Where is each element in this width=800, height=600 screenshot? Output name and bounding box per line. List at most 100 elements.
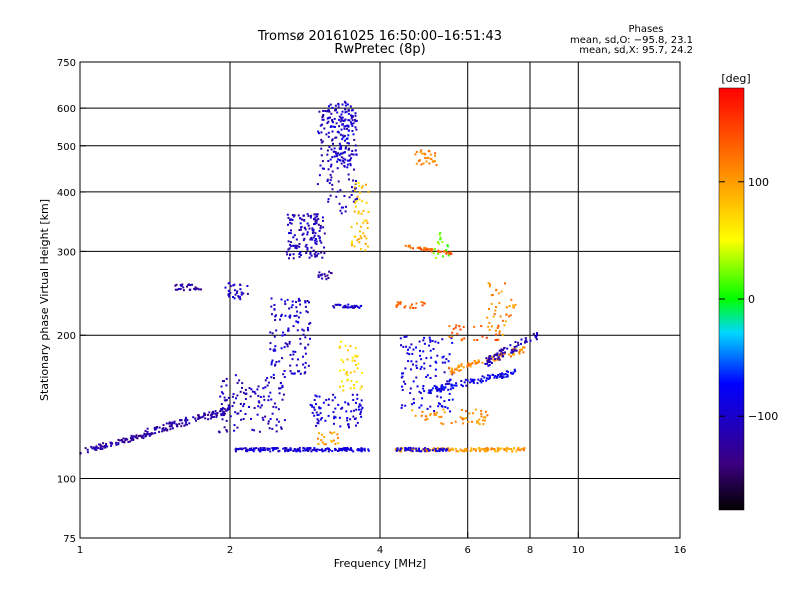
data-point: [273, 447, 276, 449]
data-point: [458, 325, 461, 328]
data-point: [233, 429, 236, 432]
data-point: [410, 360, 413, 363]
data-point: [420, 404, 423, 407]
data-point: [407, 348, 409, 351]
data-point: [101, 445, 104, 448]
data-point: [257, 405, 260, 408]
data-point: [223, 380, 225, 383]
data-point: [146, 427, 149, 430]
data-point: [434, 160, 436, 163]
data-point: [513, 348, 516, 351]
data-point: [122, 437, 125, 440]
data-point: [353, 306, 356, 309]
data-point: [321, 167, 324, 170]
data-point: [338, 449, 341, 452]
data-point: [353, 138, 356, 141]
data-point: [499, 315, 502, 318]
data-point: [338, 118, 341, 121]
data-point: [423, 246, 426, 249]
data-point: [367, 448, 370, 451]
data-point: [367, 449, 370, 452]
data-point: [163, 428, 166, 431]
data-point: [269, 418, 272, 420]
data-point: [267, 422, 270, 425]
data-point: [323, 449, 326, 452]
data-point: [435, 164, 438, 167]
data-point: [340, 340, 343, 343]
data-point: [465, 447, 468, 450]
data-point: [316, 418, 319, 421]
data-point: [286, 345, 289, 348]
data-point: [122, 440, 125, 443]
data-point: [292, 257, 295, 260]
data-point: [494, 329, 497, 332]
data-point: [504, 373, 507, 375]
data-point: [234, 411, 237, 414]
data-point: [149, 433, 152, 436]
data-point: [490, 448, 493, 451]
data-point: [355, 304, 358, 307]
data-point: [302, 239, 305, 242]
data-point: [229, 415, 232, 418]
data-point: [354, 346, 357, 349]
y-axis-label: Stationary phase Virtual Height [km]: [38, 199, 51, 401]
data-point: [312, 231, 315, 233]
data-point: [495, 353, 497, 356]
data-point: [461, 417, 464, 420]
data-point: [338, 345, 341, 348]
data-point: [263, 398, 266, 401]
data-point: [224, 286, 227, 289]
data-point: [340, 206, 343, 209]
data-point: [488, 376, 491, 379]
data-point: [517, 341, 520, 344]
data-point: [237, 448, 240, 451]
data-point: [343, 125, 346, 128]
data-point: [331, 139, 334, 142]
data-point: [339, 152, 342, 155]
data-point: [313, 234, 316, 237]
data-point: [365, 219, 368, 222]
data-point: [356, 305, 359, 308]
data-point: [327, 116, 330, 119]
data-point: [343, 161, 346, 164]
data-point: [342, 119, 345, 122]
data-point: [177, 287, 180, 290]
data-point: [229, 291, 232, 294]
data-point: [281, 334, 284, 337]
data-point: [362, 209, 365, 212]
data-point: [497, 325, 500, 328]
data-point: [353, 168, 355, 171]
data-point: [298, 252, 301, 255]
data-point: [179, 288, 182, 290]
data-point: [351, 150, 354, 152]
data-point: [354, 112, 357, 115]
data-point: [422, 385, 425, 387]
data-point: [155, 427, 158, 430]
data-point: [309, 403, 312, 406]
x-tick-label: 2: [227, 545, 233, 556]
data-point: [361, 200, 364, 203]
data-point: [235, 447, 238, 450]
data-point: [460, 380, 463, 382]
data-point: [297, 297, 300, 300]
data-point: [279, 387, 282, 390]
data-point: [337, 403, 340, 406]
y-tick-label: 100: [57, 475, 76, 486]
data-point: [347, 423, 350, 426]
data-point: [275, 424, 278, 427]
data-point: [175, 283, 178, 286]
data-point: [250, 447, 253, 450]
data-point: [329, 194, 332, 197]
y-tick-label: 300: [57, 247, 76, 258]
data-point: [449, 448, 452, 451]
data-point: [346, 306, 349, 309]
colorbar-label: [deg]: [721, 72, 750, 85]
data-point: [439, 396, 442, 399]
data-point: [213, 415, 215, 418]
data-point: [448, 325, 451, 328]
data-point: [488, 374, 491, 377]
data-point: [496, 358, 499, 361]
data-point: [86, 448, 89, 451]
data-point: [223, 414, 225, 416]
data-point: [342, 360, 345, 363]
